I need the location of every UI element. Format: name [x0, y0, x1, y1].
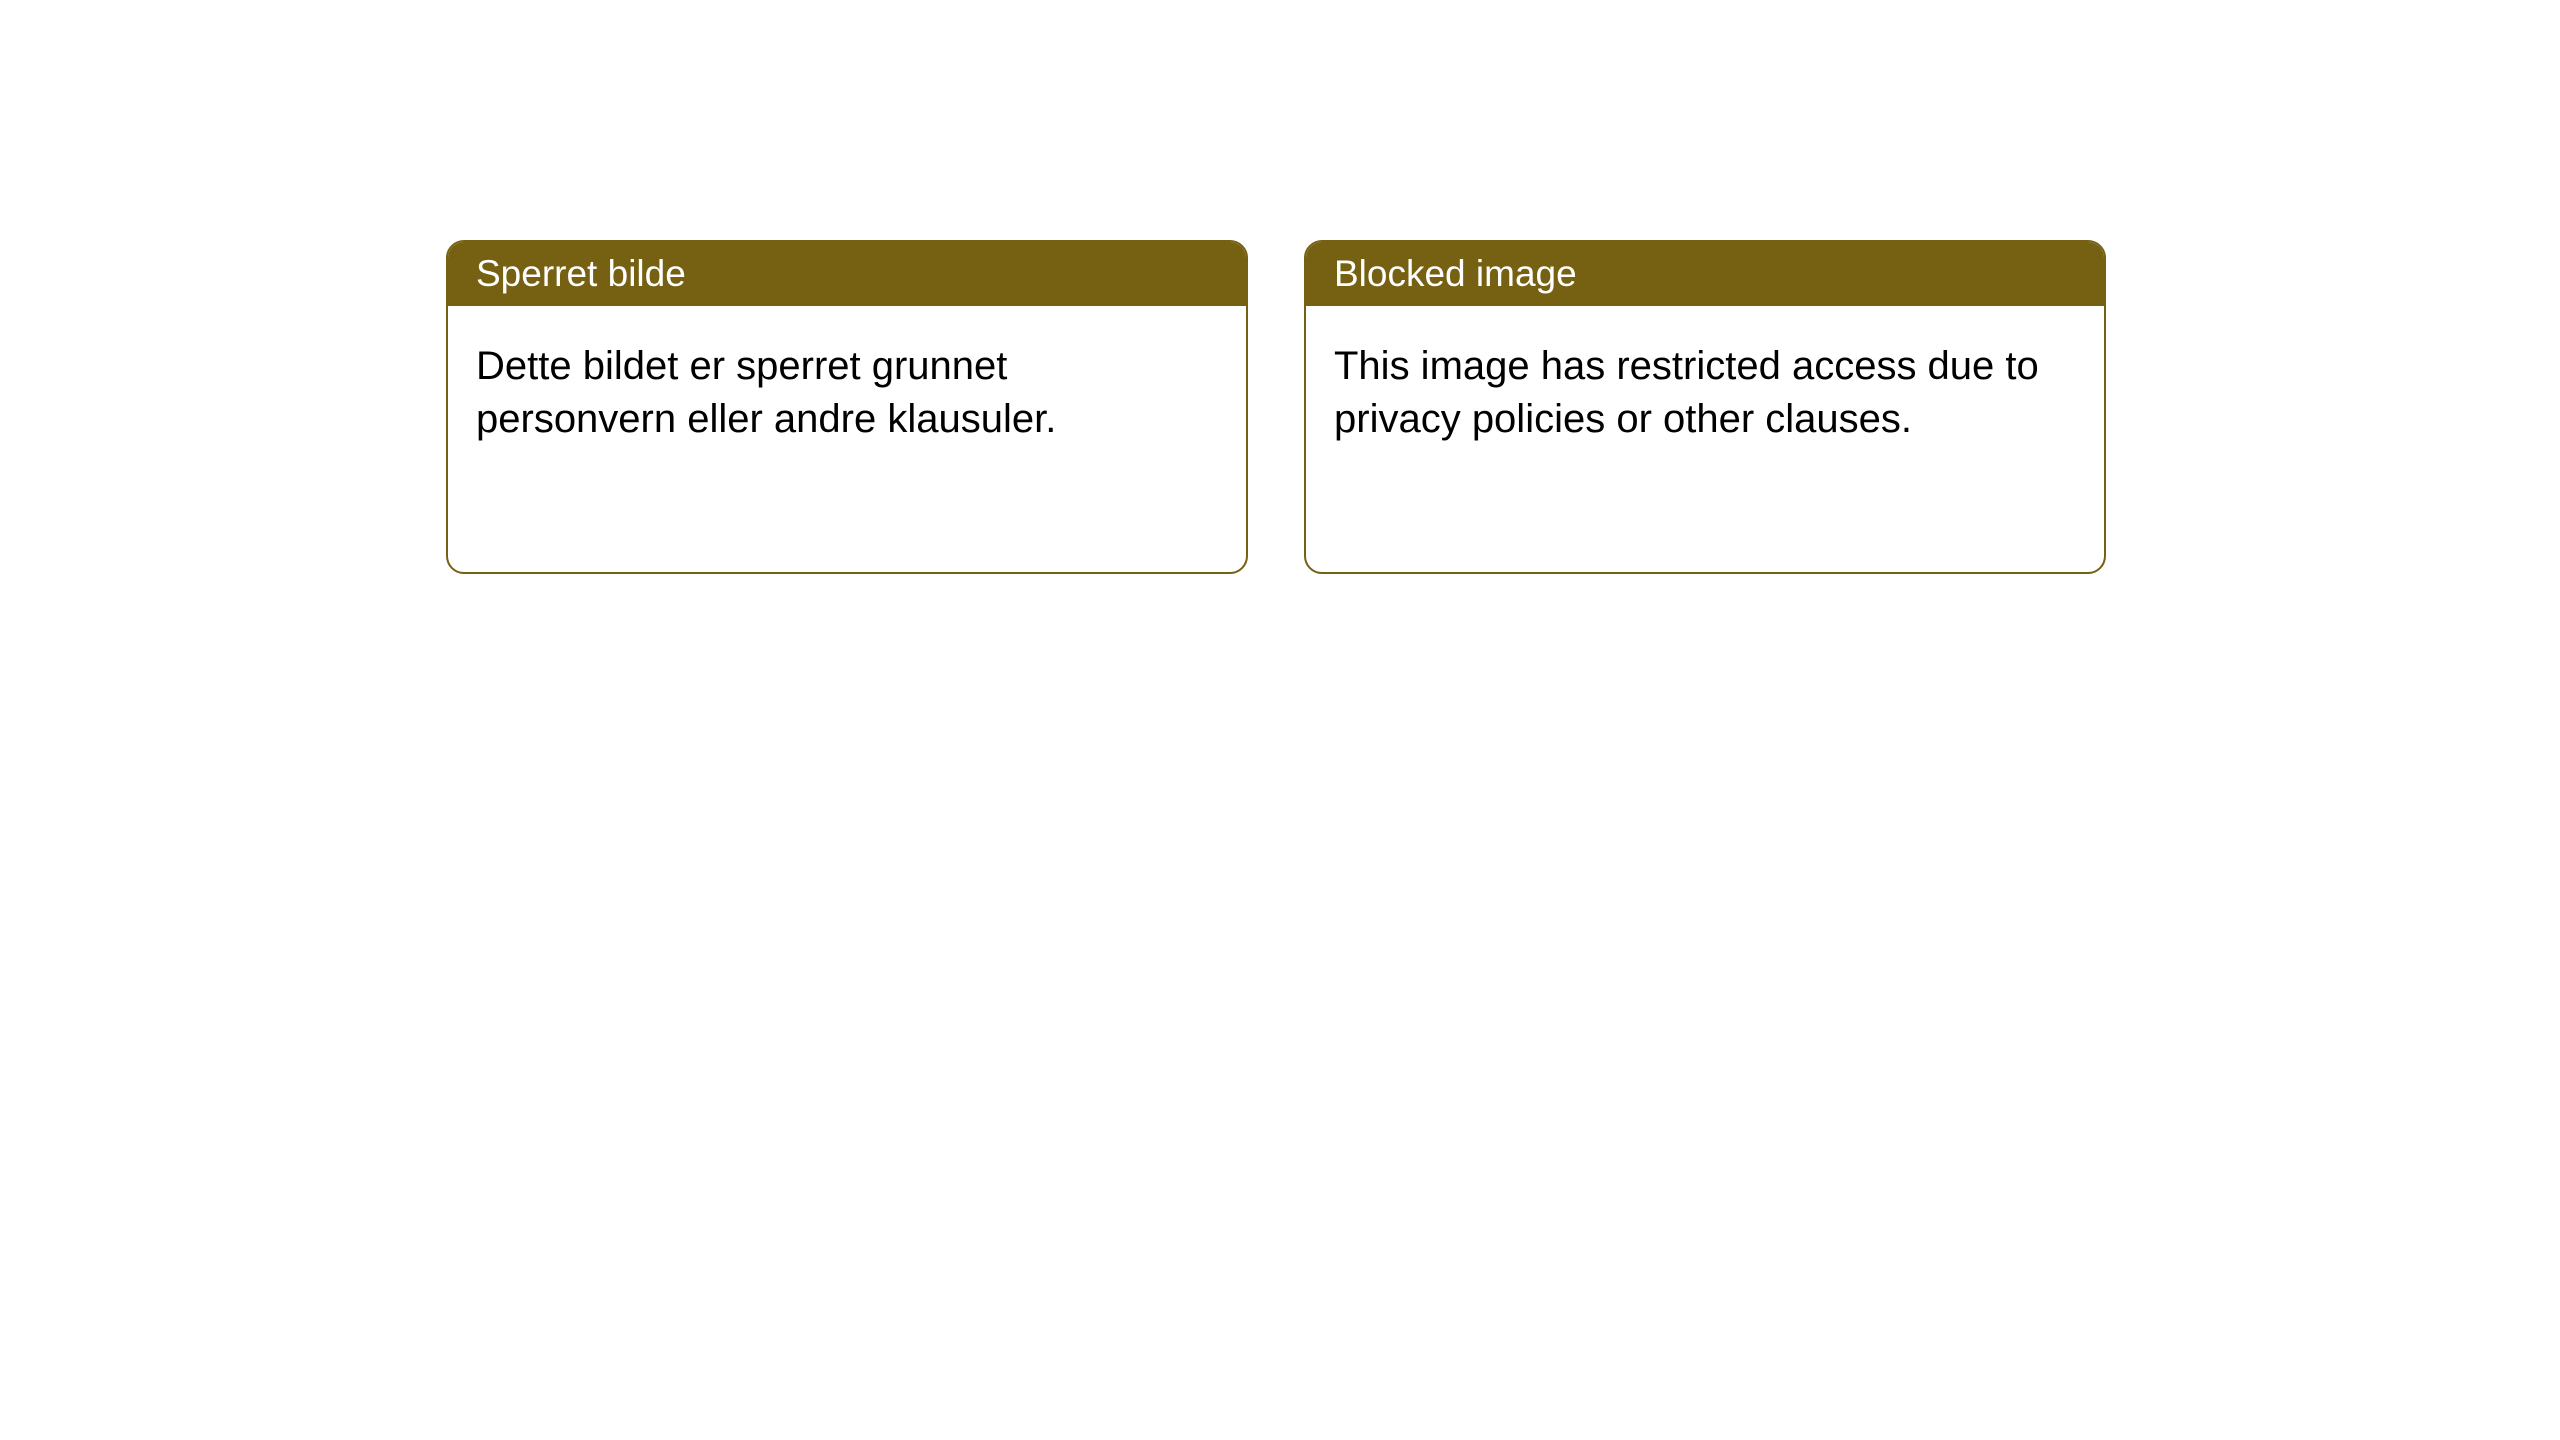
card-title: Blocked image	[1334, 253, 1577, 294]
card-body: Dette bildet er sperret grunnet personve…	[448, 306, 1246, 474]
card-title: Sperret bilde	[476, 253, 686, 294]
card-body-text: Dette bildet er sperret grunnet personve…	[476, 344, 1056, 441]
card-body: This image has restricted access due to …	[1306, 306, 2104, 474]
card-header: Sperret bilde	[448, 242, 1246, 306]
card-header: Blocked image	[1306, 242, 2104, 306]
card-container: Sperret bilde Dette bildet er sperret gr…	[0, 0, 2560, 574]
notice-card-english: Blocked image This image has restricted …	[1304, 240, 2106, 574]
card-body-text: This image has restricted access due to …	[1334, 344, 2039, 441]
notice-card-norwegian: Sperret bilde Dette bildet er sperret gr…	[446, 240, 1248, 574]
